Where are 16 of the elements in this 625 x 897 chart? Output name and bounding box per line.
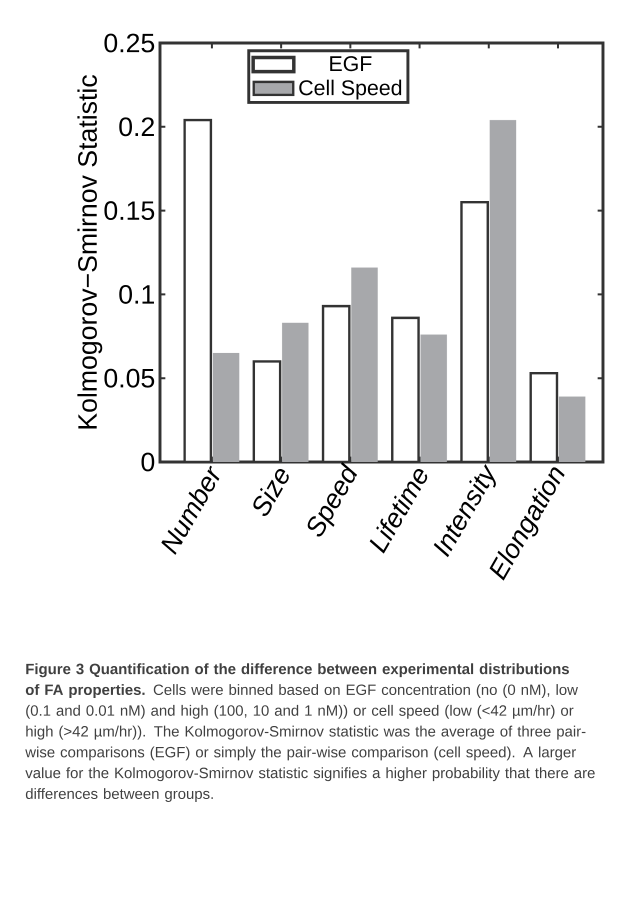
y-tick-label: 0.2 <box>119 117 154 136</box>
y-axis-title: Kolmogorov−Smirnov Statistic <box>77 75 102 429</box>
y-tick-label: 0.05 <box>104 368 154 388</box>
y-tick-label: 0.15 <box>104 201 154 220</box>
legend-label: Cell Speed <box>299 80 402 100</box>
bar <box>490 120 516 462</box>
y-tick-label: 0.25 <box>104 34 154 52</box>
bar <box>351 268 378 462</box>
bar <box>282 322 309 462</box>
y-tick-label: 0.1 <box>119 284 154 304</box>
legend-label: EGF <box>330 56 372 72</box>
bar <box>420 334 447 462</box>
text: Figure 3 Quantification of the difference between experimental distributions of FA properties. Cells were binned based on EGF concentration (no (0 nM), low (0.1 and 0.01 nM) and high (100, 10 and 1 nM)) or cell speed (low (<42 µm/hr) or high (>42 µm/hr)). The Kolmogorov-Smirnov statistic was the average of three pair-wise comparisons (EGF) or simply the pair-wise comparison (cell speed). A larger value for the Kolmogorov-Smirnov statistic signifies a higher probability that there are differences between groups. <box>25 663 595 802</box>
bar <box>558 396 586 462</box>
y-tick-label: 0 <box>142 452 154 472</box>
bar <box>212 352 240 462</box>
